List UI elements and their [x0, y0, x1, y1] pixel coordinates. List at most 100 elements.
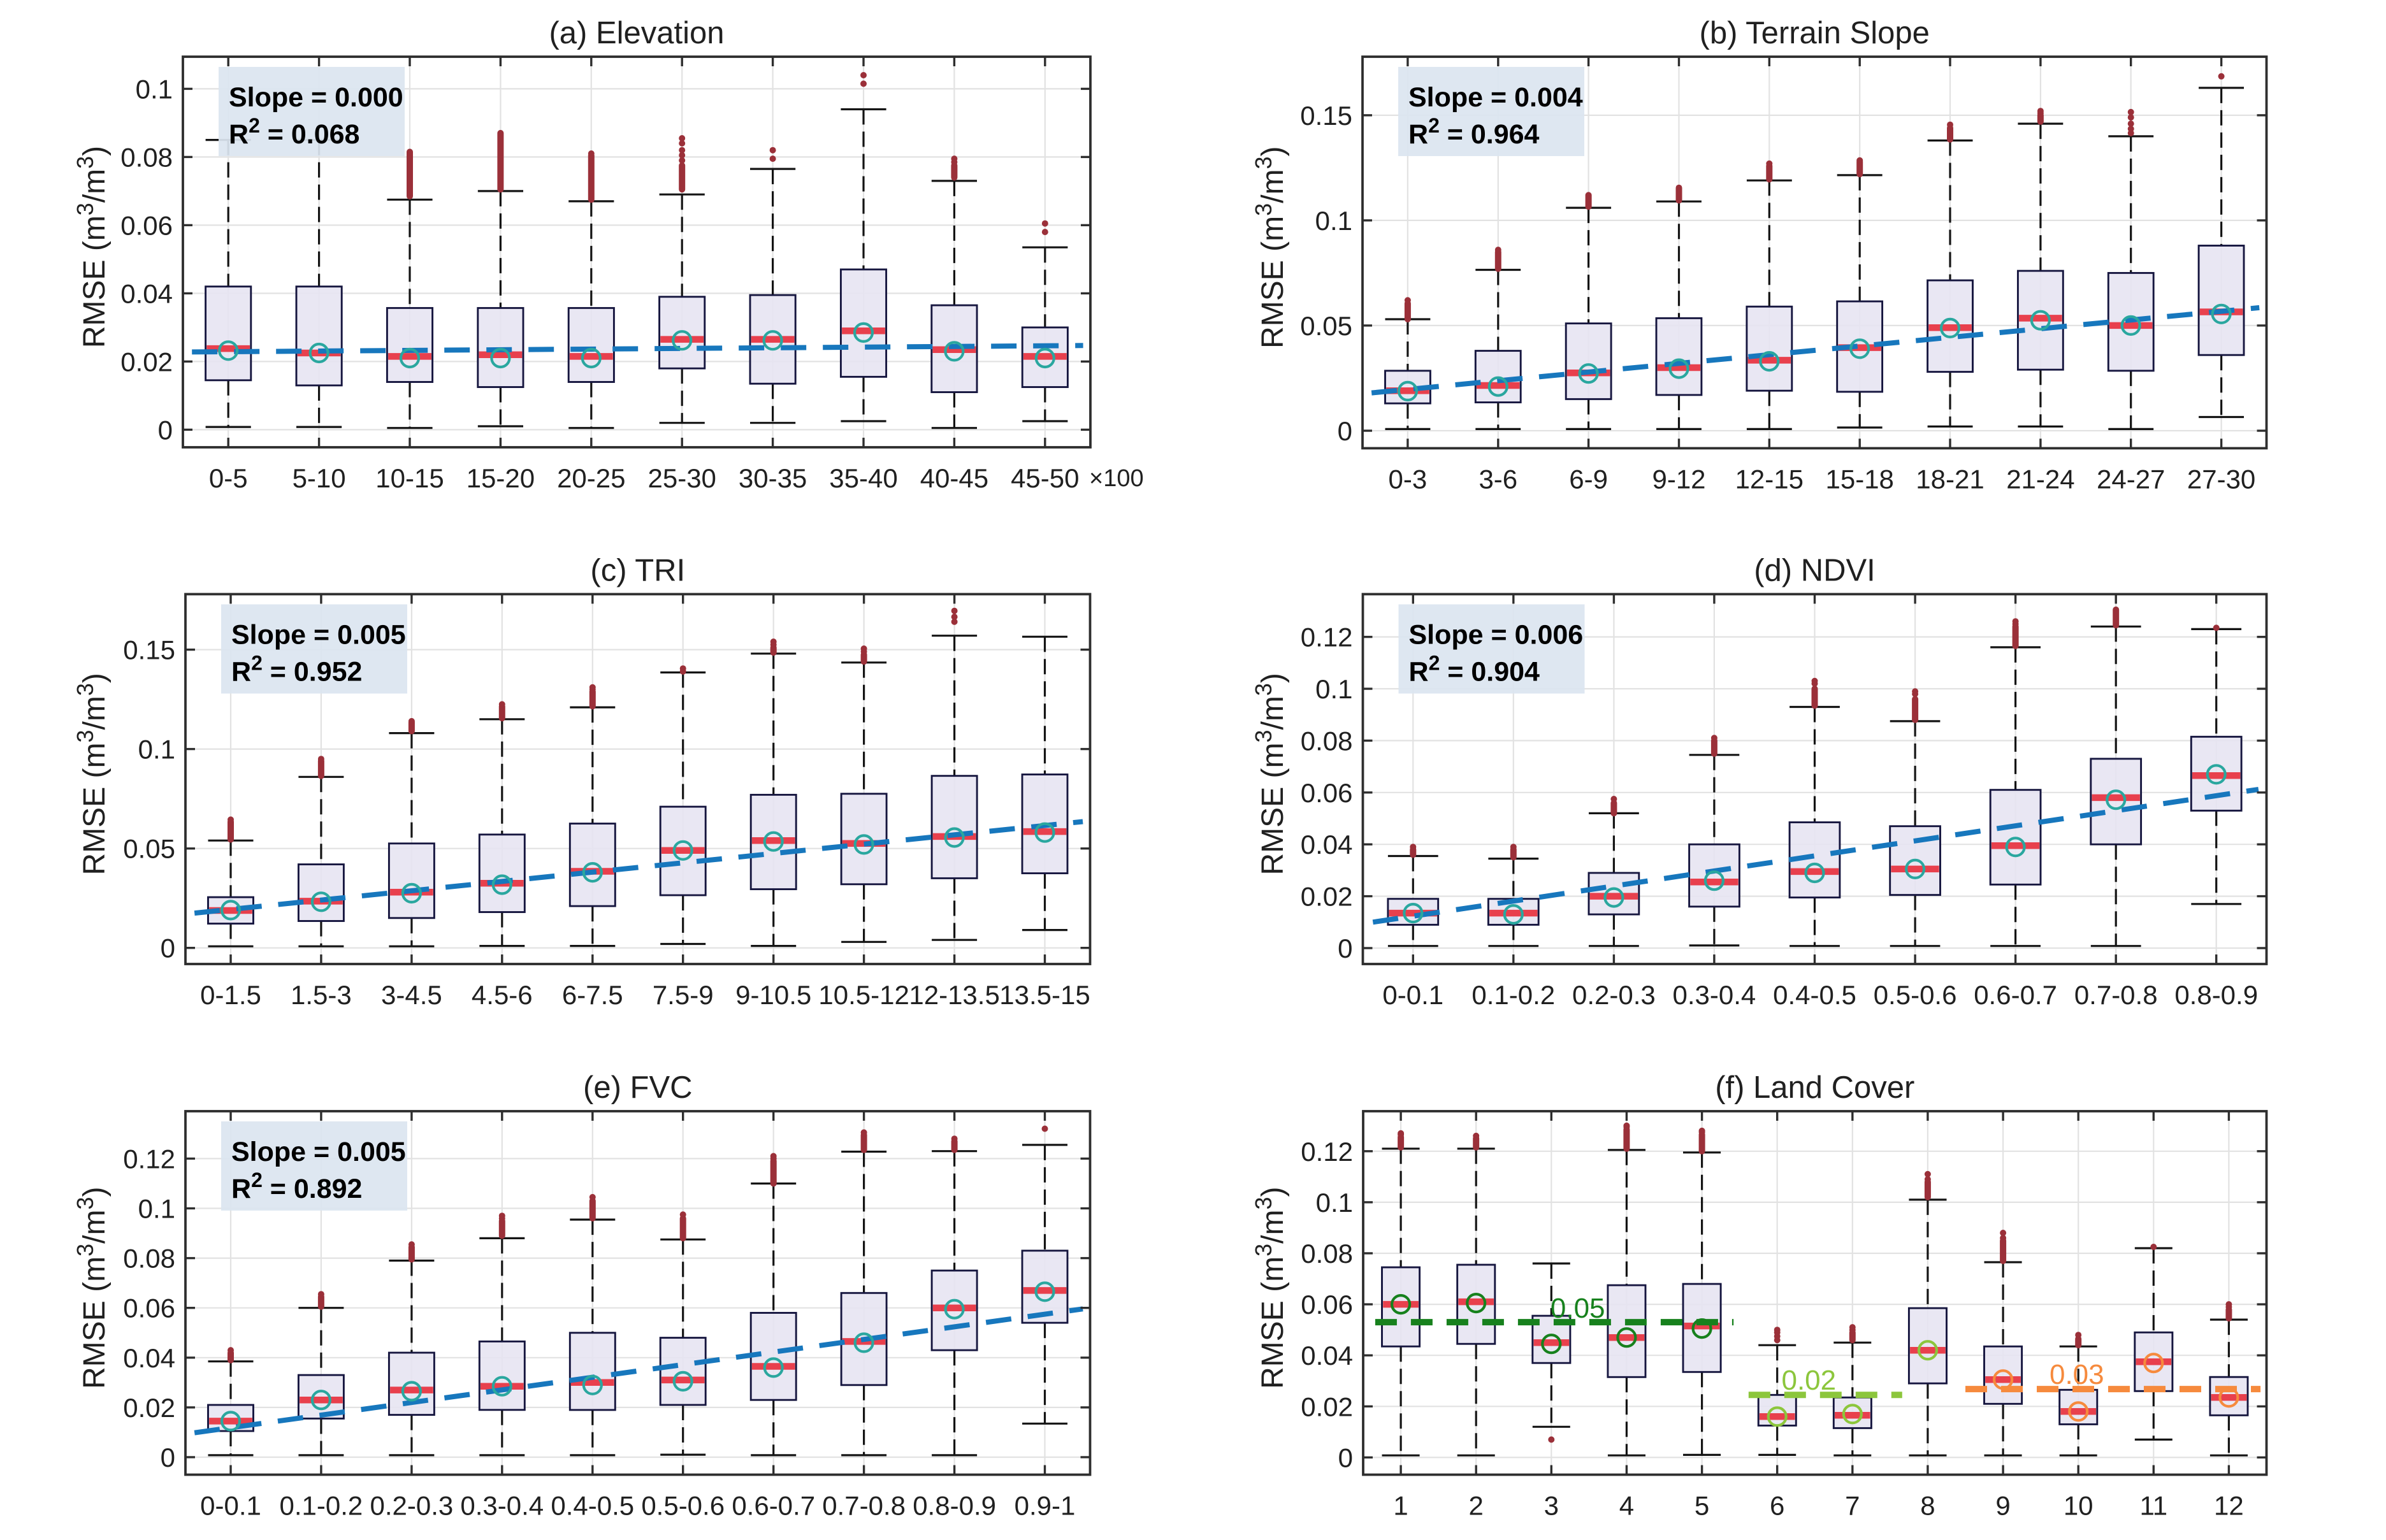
svg-text:10.5-12: 10.5-12	[818, 980, 909, 1010]
svg-text:0.5-0.6: 0.5-0.6	[641, 1491, 725, 1521]
svg-text:9-10.5: 9-10.5	[735, 980, 811, 1010]
svg-text:10-15: 10-15	[375, 463, 444, 493]
svg-text:9: 9	[1995, 1491, 2010, 1521]
svg-text:0.02: 0.02	[120, 347, 173, 377]
svg-text:0.03: 0.03	[2050, 1359, 2104, 1390]
svg-text:8: 8	[1920, 1491, 1935, 1521]
svg-text:0.4-0.5: 0.4-0.5	[1773, 980, 1856, 1010]
svg-text:4: 4	[1619, 1491, 1634, 1521]
svg-text:0-3: 0-3	[1389, 464, 1428, 494]
svg-text:15-20: 15-20	[466, 463, 535, 493]
svg-text:6-7.5: 6-7.5	[562, 980, 623, 1010]
svg-text:RMSE (m3/m3): RMSE (m3/m3)	[1250, 673, 1290, 875]
svg-text:12: 12	[2214, 1491, 2244, 1521]
svg-text:0.1: 0.1	[1315, 206, 1352, 236]
svg-text:0.12: 0.12	[1301, 1137, 1353, 1167]
svg-text:0.8-0.9: 0.8-0.9	[2174, 980, 2258, 1010]
svg-text:0.7-0.8: 0.7-0.8	[2074, 980, 2158, 1010]
svg-text:(f) Land Cover: (f) Land Cover	[1715, 1070, 1914, 1105]
svg-text:20-25: 20-25	[557, 463, 625, 493]
svg-text:0.04: 0.04	[120, 278, 173, 308]
svg-text:0.9-1: 0.9-1	[1015, 1491, 1076, 1521]
svg-text:(c) TRI: (c) TRI	[590, 554, 685, 588]
svg-text:(a) Elevation: (a) Elevation	[549, 16, 724, 50]
svg-text:13.5-15: 13.5-15	[999, 980, 1090, 1010]
svg-text:0.08: 0.08	[123, 1244, 175, 1274]
svg-text:0-1.5: 0-1.5	[200, 980, 261, 1010]
svg-text:45-50: 45-50	[1011, 463, 1079, 493]
svg-text:Slope = 0.004: Slope = 0.004	[1408, 82, 1583, 113]
svg-text:0.1: 0.1	[138, 1194, 175, 1224]
svg-text:30-35: 30-35	[739, 463, 807, 493]
svg-text:27-30: 27-30	[2187, 464, 2255, 494]
svg-text:0.06: 0.06	[123, 1293, 175, 1323]
svg-text:0.2-0.3: 0.2-0.3	[370, 1491, 454, 1521]
svg-text:7.5-9: 7.5-9	[653, 980, 714, 1010]
svg-text:2: 2	[1469, 1491, 1484, 1521]
svg-text:RMSE (m3/m3): RMSE (m3/m3)	[72, 673, 112, 875]
svg-text:0.5-0.6: 0.5-0.6	[1874, 980, 1957, 1010]
svg-text:0.6-0.7: 0.6-0.7	[1974, 980, 2057, 1010]
svg-text:Slope = 0.005: Slope = 0.005	[231, 1137, 406, 1167]
svg-text:0.15: 0.15	[123, 635, 175, 665]
svg-text:0: 0	[1338, 416, 1352, 446]
svg-text:0.6-0.7: 0.6-0.7	[732, 1491, 815, 1521]
svg-text:0.08: 0.08	[1301, 726, 1353, 756]
svg-text:1: 1	[1393, 1491, 1408, 1521]
svg-text:0.7-0.8: 0.7-0.8	[822, 1491, 906, 1521]
svg-text:RMSE (m3/m3): RMSE (m3/m3)	[1250, 1187, 1290, 1389]
svg-text:0.05: 0.05	[1551, 1293, 1605, 1324]
svg-text:10: 10	[2064, 1491, 2093, 1521]
svg-text:35-40: 35-40	[829, 463, 897, 493]
svg-text:0: 0	[1338, 1443, 1353, 1472]
svg-text:0.1-0.2: 0.1-0.2	[280, 1491, 363, 1521]
svg-text:18-21: 18-21	[1916, 464, 1984, 494]
svg-text:0.02: 0.02	[1301, 1392, 1353, 1421]
svg-text:0.04: 0.04	[123, 1343, 175, 1373]
svg-text:0.05: 0.05	[123, 834, 175, 864]
svg-text:0.04: 0.04	[1301, 830, 1353, 860]
svg-text:R2 = 0.892: R2 = 0.892	[231, 1169, 362, 1204]
svg-text:(b) Terrain Slope: (b) Terrain Slope	[1700, 16, 1930, 50]
svg-text:0-0.1: 0-0.1	[1382, 980, 1443, 1010]
svg-text:7: 7	[1845, 1491, 1860, 1521]
svg-text:0: 0	[158, 415, 173, 445]
svg-text:0.3-0.4: 0.3-0.4	[1673, 980, 1756, 1010]
svg-text:0.08: 0.08	[1301, 1239, 1353, 1269]
svg-text:0.1: 0.1	[138, 735, 175, 765]
svg-text:0.06: 0.06	[1301, 1290, 1353, 1320]
svg-text:15-18: 15-18	[1825, 464, 1893, 494]
svg-text:1.5-3: 1.5-3	[291, 980, 352, 1010]
svg-text:0.12: 0.12	[1301, 622, 1353, 652]
svg-text:40-45: 40-45	[920, 463, 988, 493]
svg-text:0: 0	[161, 933, 175, 963]
svg-text:0.02: 0.02	[1781, 1365, 1836, 1396]
svg-text:0.1-0.2: 0.1-0.2	[1471, 980, 1555, 1010]
svg-text:0-0.1: 0-0.1	[200, 1491, 261, 1521]
svg-text:5: 5	[1695, 1491, 1709, 1521]
svg-text:5-10: 5-10	[293, 463, 346, 493]
svg-text:Slope = 0.000: Slope = 0.000	[229, 82, 403, 113]
svg-text:0: 0	[161, 1443, 175, 1472]
svg-text:0.06: 0.06	[120, 210, 173, 240]
svg-text:Slope = 0.005: Slope = 0.005	[231, 620, 406, 651]
svg-text:6: 6	[1770, 1491, 1784, 1521]
svg-text:0.1: 0.1	[136, 74, 173, 104]
svg-text:Slope = 0.006: Slope = 0.006	[1409, 620, 1584, 651]
svg-text:0.8-0.9: 0.8-0.9	[913, 1491, 996, 1521]
svg-text:3-6: 3-6	[1479, 464, 1517, 494]
svg-text:(e) FVC: (e) FVC	[583, 1070, 693, 1105]
svg-text:0.04: 0.04	[1301, 1341, 1353, 1371]
svg-text:12-15: 12-15	[1735, 464, 1804, 494]
svg-text:0.02: 0.02	[123, 1393, 175, 1423]
svg-text:3: 3	[1544, 1491, 1559, 1521]
svg-text:0.05: 0.05	[1300, 311, 1352, 341]
svg-text:0.1: 0.1	[1315, 674, 1352, 704]
svg-text:0.4-0.5: 0.4-0.5	[551, 1491, 634, 1521]
svg-text:25-30: 25-30	[647, 463, 716, 493]
svg-text:0.2-0.3: 0.2-0.3	[1572, 980, 1656, 1010]
svg-text:R2 = 0.904: R2 = 0.904	[1409, 652, 1540, 687]
svg-text:0: 0	[1338, 933, 1352, 963]
svg-text:0.12: 0.12	[123, 1144, 175, 1174]
svg-text:R2 = 0.964: R2 = 0.964	[1408, 114, 1540, 150]
